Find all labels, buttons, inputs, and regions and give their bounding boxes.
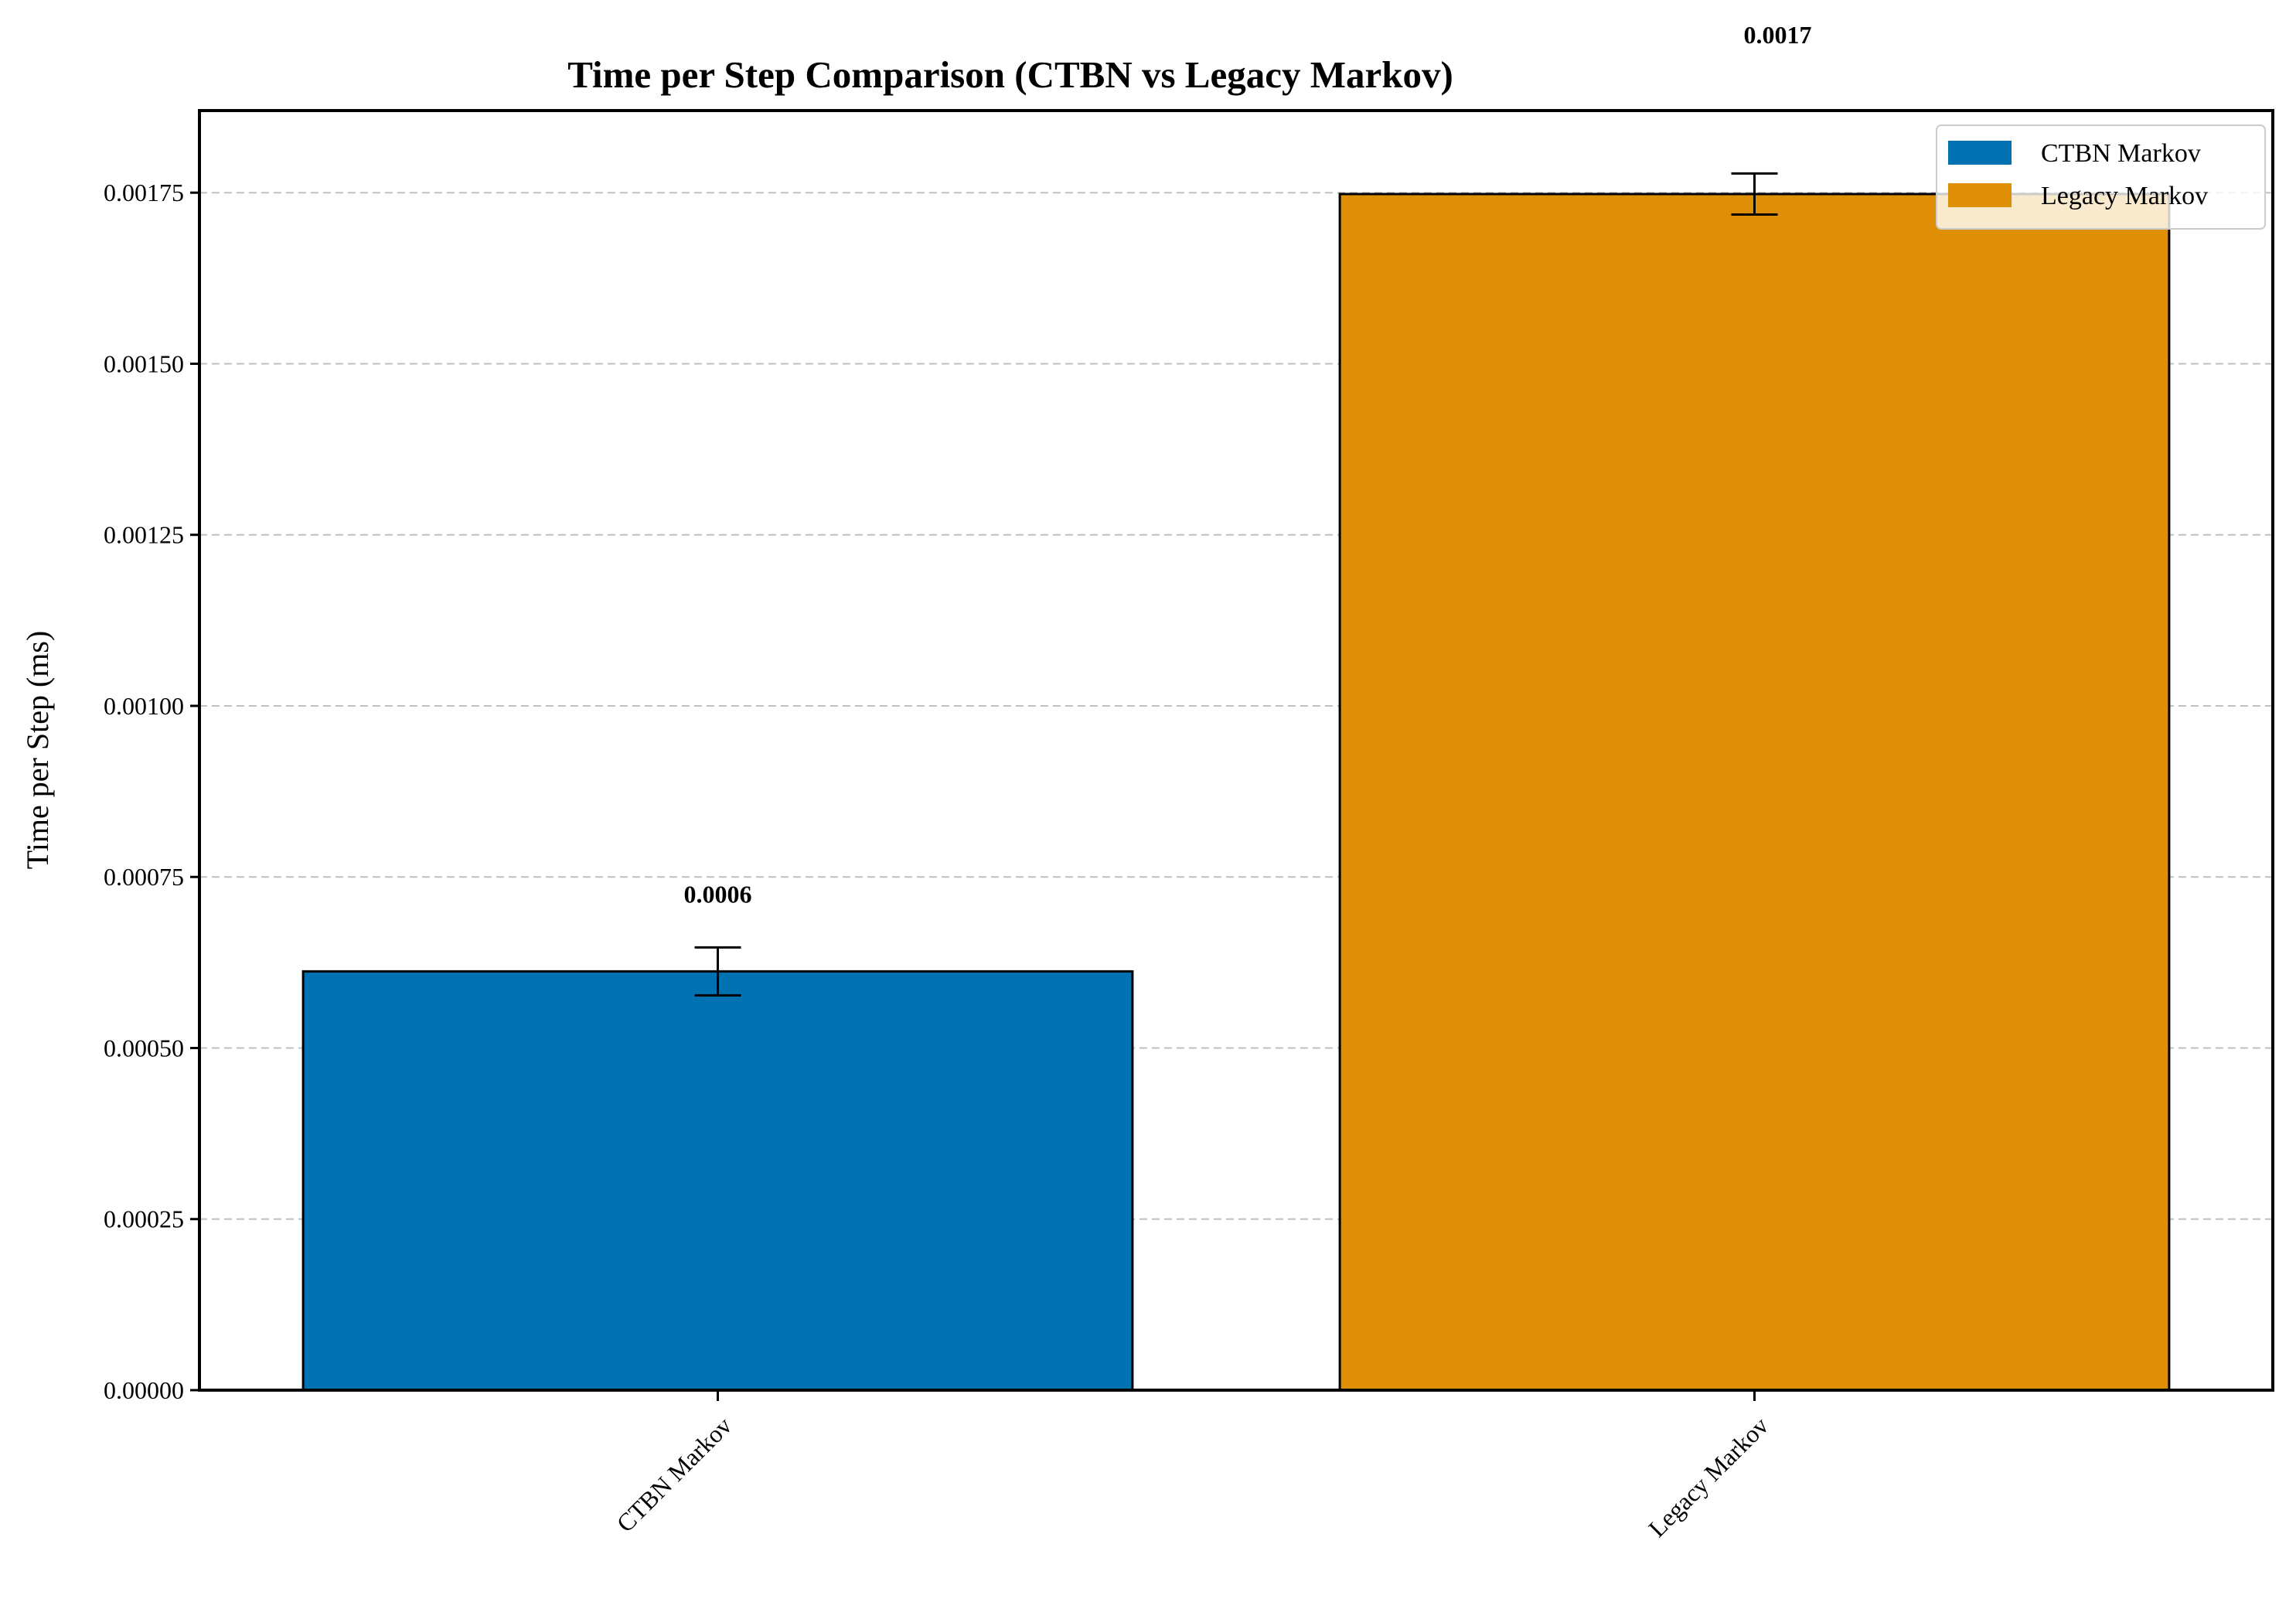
bars [301,193,2171,1392]
bar [301,970,1134,1392]
y-tick-label: 0.00150 [104,349,184,377]
y-axis: 0.00000 0.00025 0.00050 0.00075 0.00100 0.001… [104,179,199,1404]
legend: CTBN Markov Legacy Markov [1936,124,2266,230]
y-tick-label: 0.00125 [104,521,184,549]
y-axis-label: Time per Step (ms) [20,631,55,870]
y-tick-label: 0.00050 [104,1034,184,1062]
data-label: 0.0006 [684,880,752,908]
y-tick-label: 0.00075 [104,863,184,891]
data-labels: 0.0006 0.0017 [684,21,1812,908]
legend-label: CTBN Markov [2041,139,2201,168]
y-tick-label: 0.00025 [104,1205,184,1233]
data-label: 0.0017 [1744,21,1812,49]
legend-label: Legacy Markov [2041,182,2208,210]
chart-title: Time per Step Comparison (CTBN vs Legacy… [567,53,1453,96]
plot-frame [198,109,2274,1392]
error-bars [694,172,1778,997]
y-tick-label: 0.00100 [104,692,184,720]
legend-swatch [1948,141,2012,165]
legend-box [1936,124,2266,230]
legend-swatch [1948,183,2012,207]
bar [1338,193,2171,1392]
y-tick-label: 0.00000 [104,1376,184,1404]
y-tick-label: 0.00175 [104,179,184,206]
